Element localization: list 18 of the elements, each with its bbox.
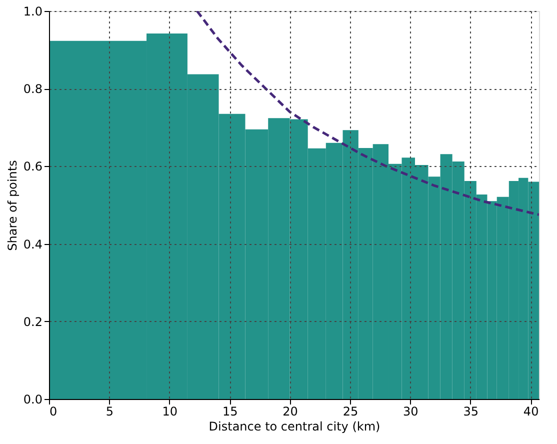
y-tick-label: 0.4 [23, 237, 42, 252]
y-tick-label: 1.0 [23, 4, 42, 18]
x-tick-label: 25 [342, 404, 358, 418]
x-tick-label: 0 [50, 404, 58, 418]
y-tick-label: 0.8 [23, 82, 42, 96]
y-tick-label: 0.0 [23, 392, 42, 406]
x-tick-label: 5 [106, 404, 114, 418]
x-tick-label: 10 [162, 404, 178, 418]
x-tick-label: 40 [523, 404, 539, 418]
x-tick-label: 30 [403, 404, 418, 418]
y-tick-label: 0.6 [23, 160, 42, 174]
line-series [196, 11, 539, 216]
x-axis-title: Distance to central city (km) [208, 420, 380, 434]
y-tick-label: 0.2 [23, 314, 42, 329]
y-axis-title: Share of points [5, 160, 20, 251]
x-tick-label: 15 [222, 404, 238, 418]
x-tick-label: 20 [282, 404, 298, 418]
x-tick-label: 35 [463, 404, 479, 418]
